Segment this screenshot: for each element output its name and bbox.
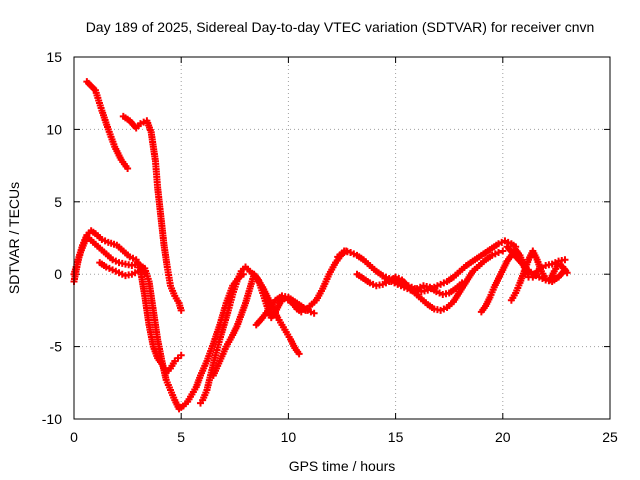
series-arc-7 — [209, 247, 355, 380]
axis-ticks: 0 5 10 15 20 25 -10 -5 0 5 10 15 — [42, 49, 618, 445]
data-point — [495, 248, 503, 256]
data-point — [561, 256, 569, 264]
data-point — [561, 266, 569, 274]
series-arc-5 — [96, 259, 149, 280]
series-arc-1 — [83, 78, 132, 172]
data-point — [141, 269, 149, 277]
y-tick-label: 0 — [54, 266, 62, 282]
x-tick-label: 10 — [281, 429, 297, 445]
data-point — [295, 350, 303, 358]
series-arc-10 — [353, 247, 507, 314]
series-arc-11 — [381, 275, 466, 298]
x-tick-label: 0 — [70, 429, 78, 445]
x-tick-label: 20 — [495, 429, 511, 445]
y-axis-label: SDTVAR / TECUs — [6, 182, 22, 294]
x-tick-label: 5 — [177, 429, 185, 445]
chart-title: Day 189 of 2025, Sidereal Day-to-day VTE… — [86, 19, 595, 35]
y-tick-label: 10 — [46, 121, 62, 137]
series-arc-14 — [503, 243, 569, 285]
data-point — [499, 247, 507, 255]
y-tick-label: 5 — [54, 194, 62, 210]
plot-frame — [73, 56, 611, 420]
data-point — [124, 164, 132, 172]
data-point — [177, 351, 185, 359]
x-tick-label: 15 — [388, 429, 404, 445]
plot-area — [70, 78, 571, 413]
grid — [74, 57, 610, 419]
y-tick-label: -10 — [42, 411, 62, 427]
x-tick-label: 25 — [602, 429, 618, 445]
data-point — [310, 309, 318, 317]
data-point — [458, 279, 466, 287]
y-tick-label: 15 — [46, 49, 62, 65]
x-axis-label: GPS time / hours — [289, 458, 396, 474]
data-point — [177, 306, 185, 314]
series-arc-2 — [119, 112, 185, 314]
series-arc-8 — [252, 292, 318, 329]
y-tick-label: -5 — [50, 339, 63, 355]
series-arc-4 — [70, 233, 247, 413]
